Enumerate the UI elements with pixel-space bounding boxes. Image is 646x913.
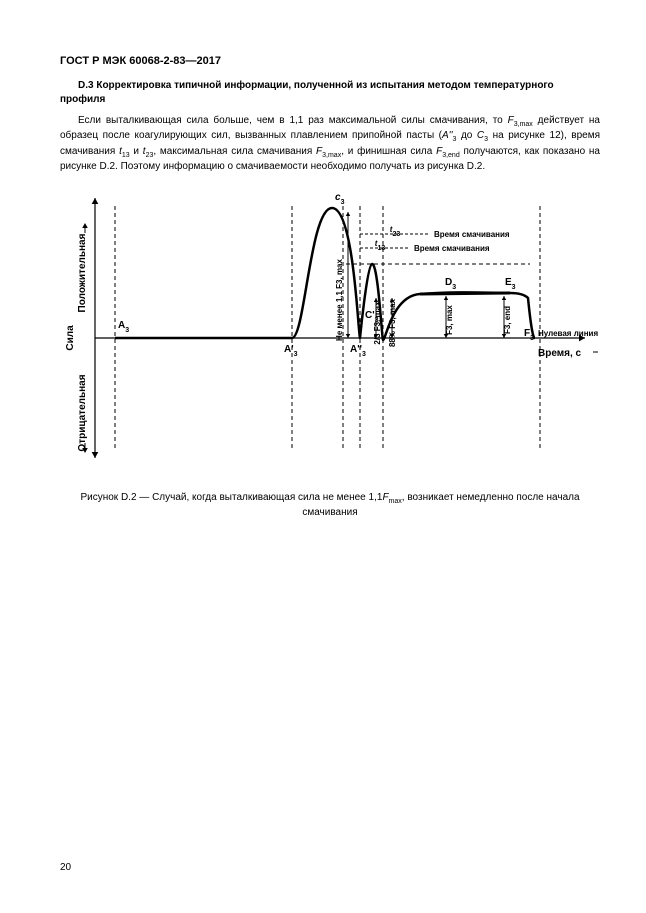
svg-text:Время смачивания: Время смачивания — [414, 244, 490, 253]
svg-text:c3: c3 — [335, 192, 345, 206]
figure-caption: Рисунок D.2 — Случай, когда выталкивающа… — [60, 491, 600, 520]
figure-d2: Сила Положительная Отрицательная t23 t13 Врем… — [60, 188, 600, 520]
figure-svg: Сила Положительная Отрицательная t23 t13 Врем… — [60, 188, 600, 478]
svg-text:2/3 F3, max: 2/3 F3, max — [373, 301, 382, 345]
body-paragraph: Если выталкивающая сила больше, чем в 1,… — [60, 114, 600, 174]
page-number: 20 — [60, 862, 71, 873]
doc-code: ГОСТ Р МЭК 60068-2-83—2017 — [60, 55, 600, 67]
svg-text:E3: E3 — [505, 277, 516, 291]
svg-text:Время, с: Время, с — [538, 348, 582, 359]
svg-text:D3: D3 — [445, 277, 456, 291]
svg-text:Сила: Сила — [65, 325, 76, 351]
svg-text:Время смачивания: Время смачивания — [434, 230, 510, 239]
svg-text:Положительная: Положительная — [77, 233, 88, 312]
svg-text:t23: t23 — [390, 225, 401, 238]
section-title: D.3 Корректировка типичной информации, п… — [60, 79, 600, 106]
svg-text:t13: t13 — [375, 239, 386, 252]
svg-text:Не менее 1,1 F3, max: Не менее 1,1 F3, max — [335, 258, 344, 340]
svg-text:A'3: A'3 — [284, 344, 298, 358]
svg-text:A''3: A''3 — [350, 344, 366, 358]
svg-text:Отрицательная: Отрицательная — [77, 374, 88, 451]
svg-text:Нулевая линия: Нулевая линия — [538, 329, 598, 338]
svg-text:A3: A3 — [118, 320, 129, 334]
